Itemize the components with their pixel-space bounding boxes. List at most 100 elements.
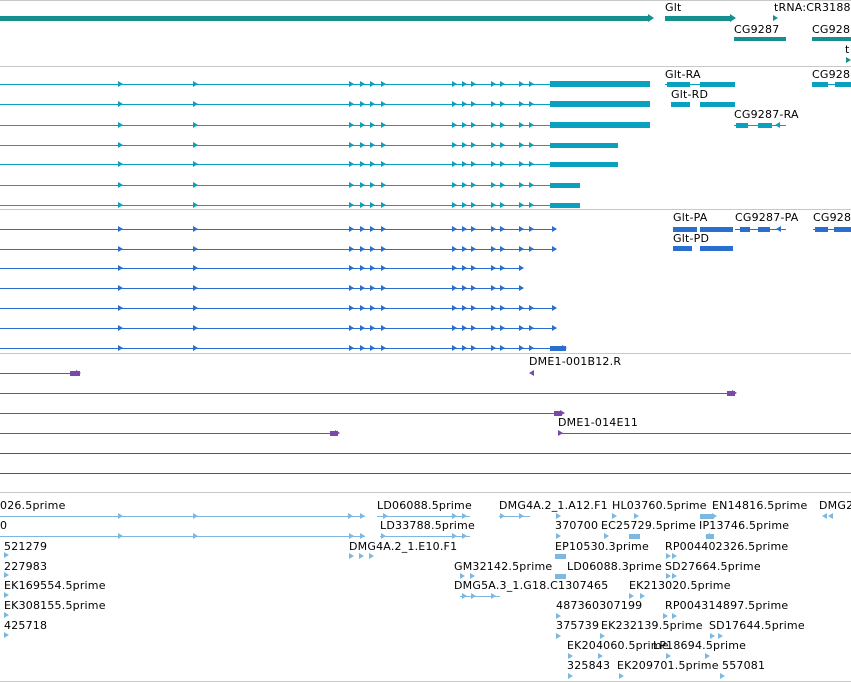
transcript-intron-line[interactable] — [0, 205, 550, 206]
feature-block[interactable] — [700, 82, 735, 87]
protein-block[interactable] — [550, 346, 566, 351]
feature-block[interactable] — [330, 431, 338, 436]
feature-line[interactable] — [380, 536, 470, 537]
est-label[interactable]: EN14816.5prime — [712, 499, 808, 512]
gene-label-cg928[interactable]: CG928 — [812, 23, 851, 36]
est-label[interactable]: EC25729.5prime — [601, 519, 696, 532]
clone-line[interactable] — [0, 393, 730, 394]
transcript-label-glt-ra[interactable]: Glt-RA — [665, 68, 701, 81]
gene-label-t[interactable]: t — [845, 43, 850, 56]
protein-line[interactable] — [0, 348, 566, 349]
est-label[interactable]: EK213020.5prime — [629, 579, 731, 592]
est-label[interactable]: 0 — [0, 519, 8, 532]
feature-block[interactable] — [700, 102, 735, 107]
transcript-exon[interactable] — [550, 203, 580, 208]
gene-label-trna[interactable]: tRNA:CR3188 — [774, 1, 851, 14]
feature-block[interactable] — [758, 227, 770, 232]
est-label[interactable]: 325843 — [567, 659, 611, 672]
feature-block[interactable] — [671, 102, 690, 107]
est-label[interactable]: EK308155.5prime — [4, 599, 106, 612]
gene-glt[interactable] — [665, 16, 730, 21]
clone-line-plain[interactable] — [0, 453, 851, 454]
est-label[interactable]: EK209701.5prime — [617, 659, 719, 672]
feature-line[interactable] — [813, 229, 851, 230]
feature-block[interactable] — [835, 82, 851, 87]
clone-line[interactable] — [0, 373, 73, 374]
feature-line[interactable] — [812, 84, 851, 85]
feature-line[interactable] — [377, 516, 470, 517]
transcript-intron-line[interactable] — [0, 164, 550, 165]
est-label[interactable]: EP10530.3prime — [555, 540, 649, 553]
gene-cg9287[interactable] — [734, 37, 786, 41]
feature-block[interactable] — [740, 227, 750, 232]
gene-label-cg9287[interactable]: CG9287 — [734, 23, 780, 36]
feature-block[interactable] — [70, 371, 80, 376]
protein-label-cg9287-pa[interactable]: CG9287-PA — [735, 211, 799, 224]
feature-block[interactable] — [555, 554, 566, 559]
est-label[interactable]: GM32142.5prime — [454, 560, 553, 573]
gene-cg928[interactable] — [812, 37, 851, 41]
feature-block[interactable] — [700, 246, 733, 251]
est-label[interactable]: LD33788.5prime — [380, 519, 475, 532]
transcript-exon[interactable] — [550, 81, 650, 87]
est-line[interactable] — [0, 536, 365, 537]
feature-block[interactable] — [667, 82, 690, 87]
transcript-label-glt-rd[interactable]: Glt-RD — [671, 88, 709, 101]
est-label[interactable]: SD17644.5prime — [709, 619, 805, 632]
est-label[interactable]: 425718 — [4, 619, 48, 632]
feature-line[interactable] — [460, 596, 500, 597]
feature-block[interactable] — [555, 574, 566, 579]
feature-block[interactable] — [673, 246, 692, 251]
est-label[interactable]: 370700 — [555, 519, 599, 532]
est-label[interactable]: LD06088.3prime — [567, 560, 662, 573]
protein-line[interactable] — [0, 288, 523, 289]
feature-block[interactable] — [673, 227, 697, 232]
transcript-intron-line[interactable] — [0, 185, 550, 186]
est-label[interactable]: DMG4A.2_1.A12.F1 — [499, 499, 608, 512]
est-label[interactable]: RP004314897.5prime — [665, 599, 789, 612]
est-line[interactable] — [0, 516, 365, 517]
feature-block[interactable] — [706, 534, 714, 539]
transcript-exon[interactable] — [550, 122, 650, 128]
transcript-exon[interactable] — [550, 183, 580, 188]
protein-label-cg928[interactable]: CG928 — [813, 211, 851, 224]
est-label[interactable]: 026.5prime — [0, 499, 66, 512]
protein-label-glt-pa[interactable]: Glt-PA — [673, 211, 708, 224]
est-label[interactable]: 487360307199 — [556, 599, 643, 612]
transcript-exon[interactable] — [550, 143, 618, 148]
feature-block[interactable] — [554, 411, 562, 416]
transcript-label-cg928[interactable]: CG928 — [812, 68, 851, 81]
transcript-intron-line[interactable] — [0, 104, 550, 105]
transcript-intron-line[interactable] — [0, 145, 550, 146]
feature-block[interactable] — [758, 123, 772, 128]
est-label[interactable]: DMG5A.3_1.G18.C1307465 — [454, 579, 609, 592]
est-label[interactable]: EK204060.5prime — [567, 639, 669, 652]
feature-block[interactable] — [834, 227, 851, 232]
est-label[interactable]: RP004402326.5prime — [665, 540, 789, 553]
clone-line-plain[interactable] — [0, 473, 851, 474]
est-label[interactable]: DMG4A.2_1.E10.F1 — [349, 540, 458, 553]
protein-line[interactable] — [0, 308, 556, 309]
est-label[interactable]: DMG2 — [819, 499, 851, 512]
clone-line[interactable] — [0, 433, 334, 434]
est-label[interactable]: HL03760.5prime — [612, 499, 707, 512]
est-label[interactable]: IP13746.5prime — [699, 519, 790, 532]
feature-line[interactable] — [499, 516, 530, 517]
transcript-label-cg9287-ra[interactable]: CG9287-RA — [734, 108, 799, 121]
est-label[interactable]: LD06088.5prime — [377, 499, 472, 512]
feature-block[interactable] — [815, 227, 828, 232]
clone-label-dme1-014e11[interactable]: DME1-014E11 — [558, 416, 639, 429]
clone-line[interactable] — [0, 413, 556, 414]
feature-block[interactable] — [736, 123, 748, 128]
feature-block[interactable] — [812, 82, 828, 87]
transcript-exon[interactable] — [550, 101, 650, 107]
est-label[interactable]: 557081 — [722, 659, 766, 672]
protein-line[interactable] — [0, 328, 556, 329]
transcript-intron-line[interactable] — [0, 125, 550, 126]
clone-label-dme1-001b12[interactable]: DME1-001B12.R — [529, 355, 622, 368]
protein-label-glt-pd[interactable]: Glt-PD — [673, 232, 710, 245]
est-label[interactable]: 521279 — [4, 540, 48, 553]
feature-block[interactable] — [700, 227, 733, 232]
protein-line[interactable] — [0, 268, 523, 269]
